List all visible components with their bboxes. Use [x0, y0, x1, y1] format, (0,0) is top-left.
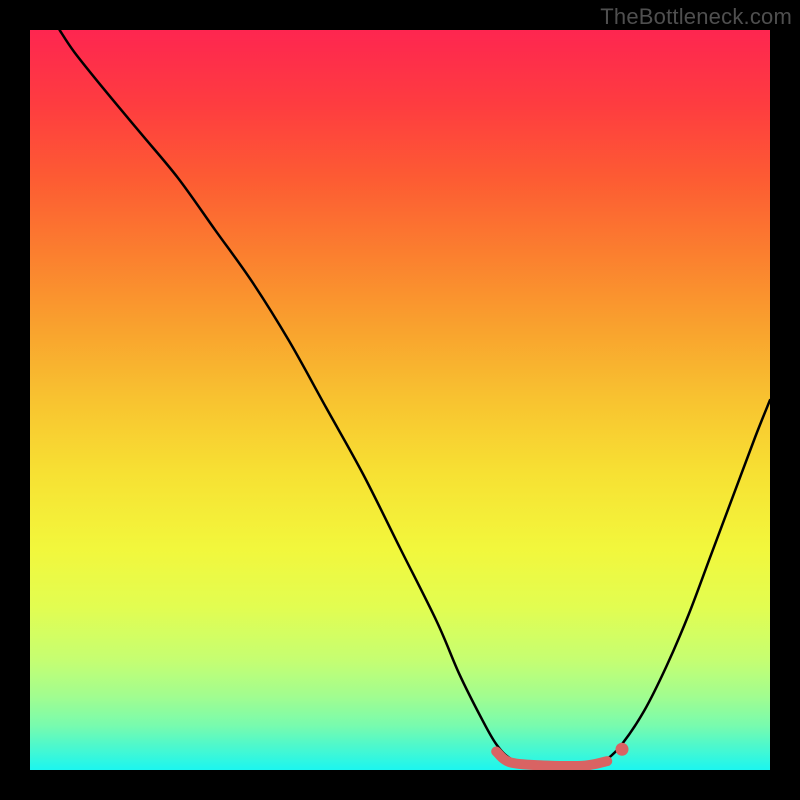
watermark-text: TheBottleneck.com	[600, 4, 792, 30]
bottleneck-curve-chart	[30, 30, 770, 770]
plot-area	[30, 30, 770, 770]
gradient-background	[30, 30, 770, 770]
optimal-point-marker	[616, 743, 629, 756]
chart-frame: TheBottleneck.com	[0, 0, 800, 800]
